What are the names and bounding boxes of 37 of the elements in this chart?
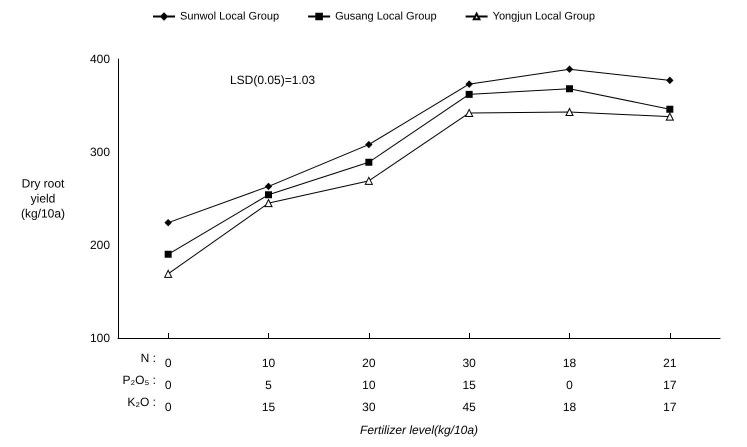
legend-label: Gusang Local Group	[335, 10, 437, 22]
x-tick-label: 20 10 30	[362, 356, 376, 414]
text: K₂O :	[127, 395, 156, 409]
text: P₂O₅ :	[122, 373, 156, 387]
x-axis-title: Fertilizer level(kg/10a)	[360, 423, 478, 437]
annotation: LSD(0.05)=1.03	[230, 73, 316, 87]
point	[566, 85, 573, 92]
y-tick-label: 200	[90, 238, 110, 252]
text: N :	[140, 351, 156, 365]
point	[164, 219, 172, 226]
y-tick-label: 300	[90, 145, 110, 159]
x-tick-label: 21 17 17	[663, 356, 677, 414]
point	[265, 182, 272, 190]
point	[265, 191, 272, 198]
point	[466, 80, 473, 88]
y-axis-title: Dry root yield (kg/10a)	[20, 176, 66, 220]
point	[164, 270, 172, 278]
point	[666, 112, 674, 121]
point	[566, 108, 574, 116]
legend-label: Sunwol Local Group	[180, 10, 280, 22]
point	[264, 199, 272, 208]
y-tick-label: 400	[90, 52, 110, 66]
x-tick-label: 0 0 0	[164, 356, 172, 414]
x-tick-label: 30 15 45	[462, 356, 476, 414]
point	[365, 158, 372, 166]
point	[364, 176, 373, 185]
legend-label: Yongjun Local Group	[492, 10, 595, 22]
point	[465, 108, 474, 117]
point	[666, 76, 674, 84]
point	[164, 250, 172, 258]
point	[666, 106, 674, 113]
x-tick-label: 18 0 18	[562, 356, 576, 414]
point	[365, 141, 372, 148]
point	[566, 66, 573, 73]
point	[466, 90, 473, 98]
y-tick-label: 100	[90, 331, 110, 345]
x-tick-label: 10 5 15	[262, 356, 276, 414]
